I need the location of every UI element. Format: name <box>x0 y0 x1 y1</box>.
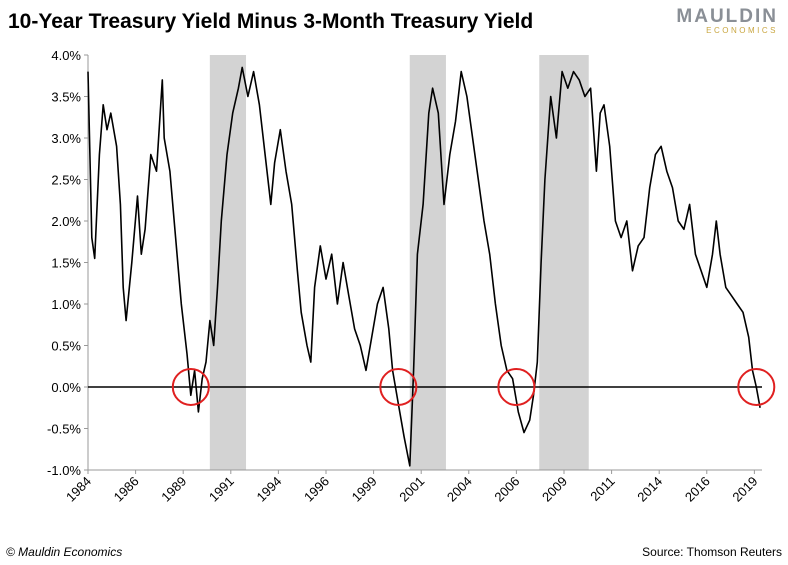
highlight-circle <box>737 368 776 406</box>
x-tick-label: 2006 <box>491 474 522 505</box>
x-tick-label: 1984 <box>63 474 94 505</box>
y-tick-label: 1.0% <box>51 297 81 312</box>
recession-band <box>539 55 589 470</box>
x-tick-label: 1999 <box>349 474 380 505</box>
y-tick-label: 0.5% <box>51 339 81 354</box>
y-tick-label: -1.0% <box>47 463 81 478</box>
y-tick-label: 3.5% <box>51 90 81 105</box>
y-tick-label: 1.5% <box>51 256 81 271</box>
y-tick-label: 4.0% <box>51 48 81 63</box>
highlight-circle <box>497 368 536 406</box>
logo-sub: ECONOMICS <box>706 26 778 35</box>
x-tick-label: 2014 <box>634 474 665 505</box>
highlight-circle <box>171 368 210 406</box>
x-tick-label: 1986 <box>111 474 142 505</box>
x-tick-label: 1989 <box>158 474 189 505</box>
x-tick-label: 2011 <box>587 474 617 504</box>
x-tick-label: 1996 <box>301 474 332 505</box>
footer-right: Source: Thomson Reuters <box>642 545 782 559</box>
footer-left: © Mauldin Economics <box>6 545 122 559</box>
x-tick-label: 2009 <box>539 474 570 505</box>
x-tick-label: 2016 <box>682 474 713 505</box>
x-tick-label: 2019 <box>729 474 760 505</box>
x-tick-label: 1994 <box>253 474 284 505</box>
x-tick-label: 2001 <box>396 474 427 505</box>
x-tick-label: 2004 <box>444 474 475 505</box>
y-tick-label: 3.0% <box>51 131 81 146</box>
logo: MAULDIN <box>676 6 778 27</box>
chart-title: 10-Year Treasury Yield Minus 3-Month Tre… <box>8 10 533 33</box>
y-tick-label: 2.5% <box>51 173 81 188</box>
series-line <box>87 66 761 467</box>
y-tick-label: 2.0% <box>51 214 81 229</box>
recession-band <box>209 55 247 470</box>
y-tick-label: -0.5% <box>47 422 81 437</box>
highlight-circle <box>379 368 418 406</box>
x-tick-label: 1991 <box>206 474 237 505</box>
y-tick-label: 0.0% <box>51 380 81 395</box>
